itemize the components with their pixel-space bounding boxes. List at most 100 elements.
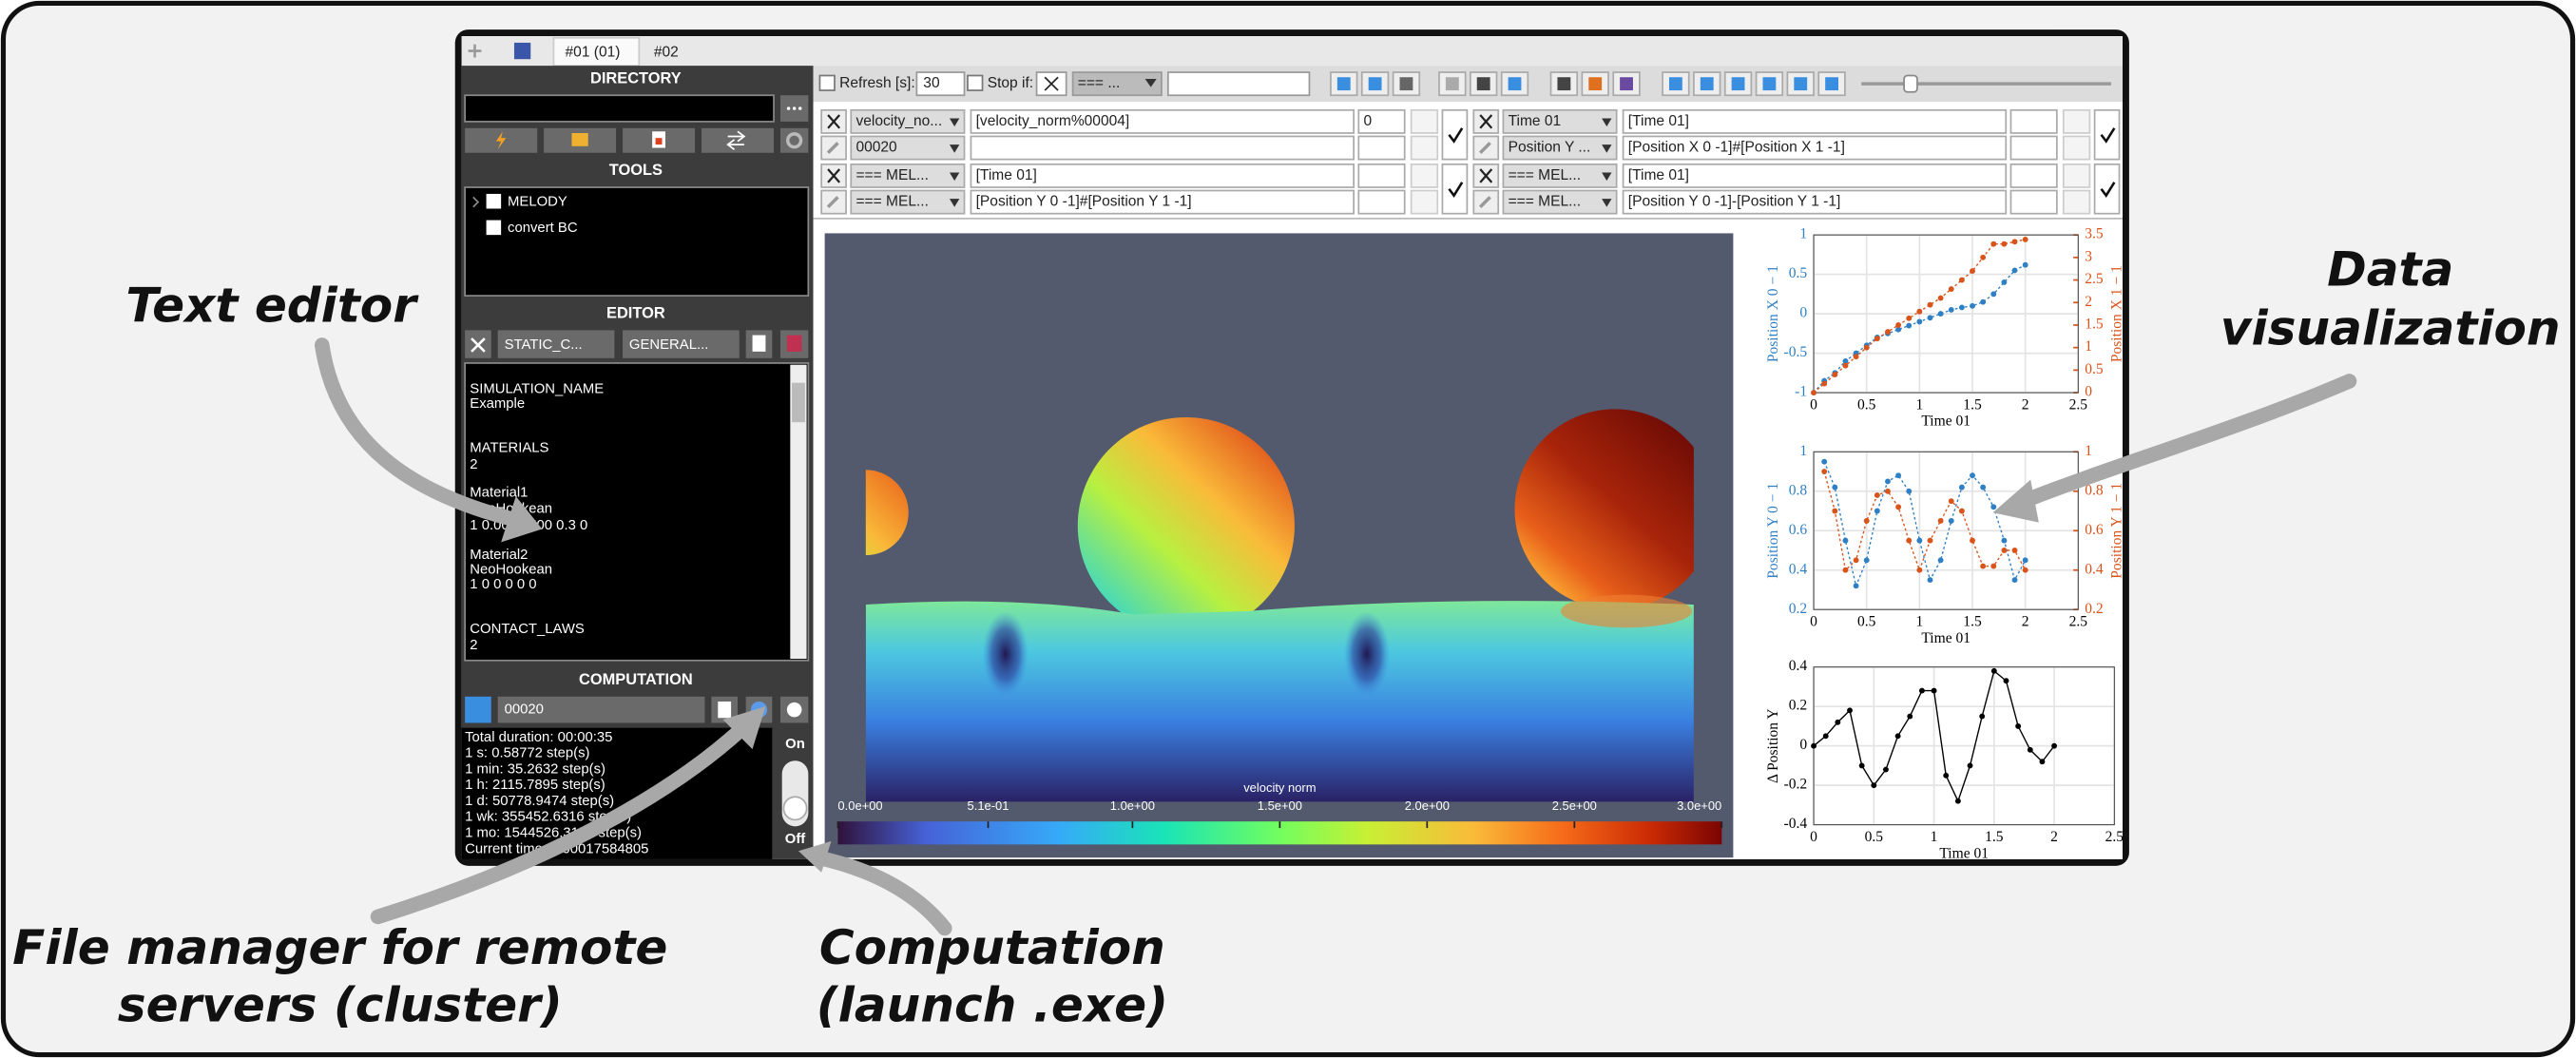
refresh-input[interactable] [915,71,966,97]
tab-label[interactable]: #01 (01) [566,44,621,60]
apply-button[interactable] [1441,163,1469,215]
select-text[interactable]: velocity_no... [855,113,942,129]
expression-text[interactable]: [Position Y 0 -1]#[Position Y 1 -1] [976,194,1192,210]
x-tick-label: 0.5 [1857,614,1876,630]
checkbox[interactable] [486,220,502,236]
toolbar-button[interactable] [1392,71,1421,97]
data-point [1916,318,1923,325]
expression-text[interactable]: [Time 01] [1628,113,1689,129]
select[interactable] [850,135,966,161]
checkbox[interactable] [967,74,984,91]
data-point [1970,472,1975,479]
apply-button[interactable] [2093,108,2121,161]
computation-field[interactable] [497,696,705,723]
select-text[interactable]: Time 01 [1509,113,1562,129]
expression-input[interactable] [970,189,1355,215]
toolbar-button[interactable] [1581,71,1609,97]
stop-input[interactable] [1166,71,1311,97]
select[interactable] [850,163,966,188]
select[interactable] [850,108,966,134]
directory-input[interactable] [464,94,775,123]
colorbar-tick-label: 0.0e+00 [837,798,882,813]
value-input[interactable] [1357,135,1406,161]
remove-button[interactable] [820,108,847,134]
value-input[interactable] [1357,108,1406,134]
select-text[interactable]: === MEL... [1509,194,1581,210]
refresh-value[interactable]: 30 [923,75,940,91]
x-tick-label: 0 [1810,614,1817,630]
select[interactable] [1502,108,1618,134]
expression-input[interactable] [1622,108,2008,134]
axes-box [1813,234,2079,394]
select-text[interactable]: === MEL... [1509,167,1581,183]
data-point [1937,295,1944,301]
filter-button[interactable] [1410,108,1439,134]
link-button[interactable] [1410,189,1439,215]
data-point [1821,380,1828,387]
editor-tab-label[interactable]: GENERAL... [629,337,708,353]
button[interactable] [779,127,809,153]
filter-button[interactable] [1410,163,1439,188]
value-input[interactable] [1357,189,1406,215]
apply-button[interactable] [1441,108,1469,161]
scrollbar[interactable] [790,364,807,660]
data-point [1842,537,1849,544]
expression-text[interactable]: [Time 01] [1628,167,1689,183]
toolbar-button[interactable] [1360,71,1390,97]
computation-field-text[interactable]: 00020 [505,702,544,718]
tool-item[interactable]: MELODY [508,195,567,210]
apply-button[interactable] [2093,163,2121,215]
data-point [2039,759,2046,765]
expression-input[interactable] [1622,135,2008,161]
stop-select[interactable] [1071,71,1163,97]
link-button[interactable] [2062,135,2091,161]
expression-text[interactable]: [velocity_norm%00004] [976,113,1130,129]
value-input[interactable] [1357,163,1406,188]
refresh-button[interactable] [465,696,491,723]
expression-input[interactable] [970,108,1355,134]
checkbox[interactable] [818,74,836,91]
expression-input[interactable] [1622,163,2008,188]
editor-tab-label[interactable]: STATIC_C... [505,337,583,353]
select[interactable] [1502,135,1618,161]
select[interactable] [850,189,966,215]
tool-item[interactable]: convert BC [508,221,578,236]
expression-text[interactable]: [Time 01] [976,167,1037,183]
tab-label[interactable]: #02 [654,44,679,60]
select-text[interactable]: === MEL... [855,194,928,210]
checkbox[interactable] [486,193,502,209]
slider-knob[interactable] [1903,74,1918,93]
expression-text[interactable]: [Position Y 0 -1]-[Position Y 1 -1] [1628,194,1841,210]
filter-button[interactable] [2062,108,2091,134]
value-text[interactable]: 0 [1364,113,1373,129]
data-point [1927,537,1933,544]
expression-text[interactable]: [Position X 0 -1]#[Position X 1 -1] [1628,140,1845,156]
link-button[interactable] [2062,189,2091,215]
data-point [1895,472,1902,479]
x-tick-label: 1.5 [1963,614,1982,630]
annotation: Text editor [125,277,419,333]
select-text[interactable]: === MEL... [855,167,928,183]
filter-button[interactable] [2062,163,2091,188]
editor-tab[interactable] [623,330,740,358]
value-input[interactable] [2009,135,2058,161]
toolbar-button[interactable] [1438,71,1467,97]
editor-tab[interactable] [497,330,615,358]
expression-input[interactable] [970,135,1355,161]
select-text[interactable]: Position Y ... [1509,140,1591,156]
select[interactable] [1502,189,1618,215]
settings-button[interactable] [820,135,847,161]
expression-input[interactable] [1622,189,2008,215]
new-tab[interactable] [468,44,482,58]
value-input[interactable] [2009,189,2058,215]
colorbar-tick-label: 1.5e+00 [1258,798,1302,813]
select[interactable] [1502,163,1618,188]
colorbar-ticks: 0.0e+00 5.1e-01 1.0e+00 1.5e+00 2.0e+00 2.5e+… [836,798,1723,829]
value-input[interactable] [2009,108,2058,134]
expression-input[interactable] [970,163,1355,188]
value-input[interactable] [2009,163,2058,188]
select-text[interactable]: 00020 [855,140,897,156]
stop-select-text[interactable]: === ... [1078,75,1121,91]
link-button[interactable] [1410,135,1439,161]
